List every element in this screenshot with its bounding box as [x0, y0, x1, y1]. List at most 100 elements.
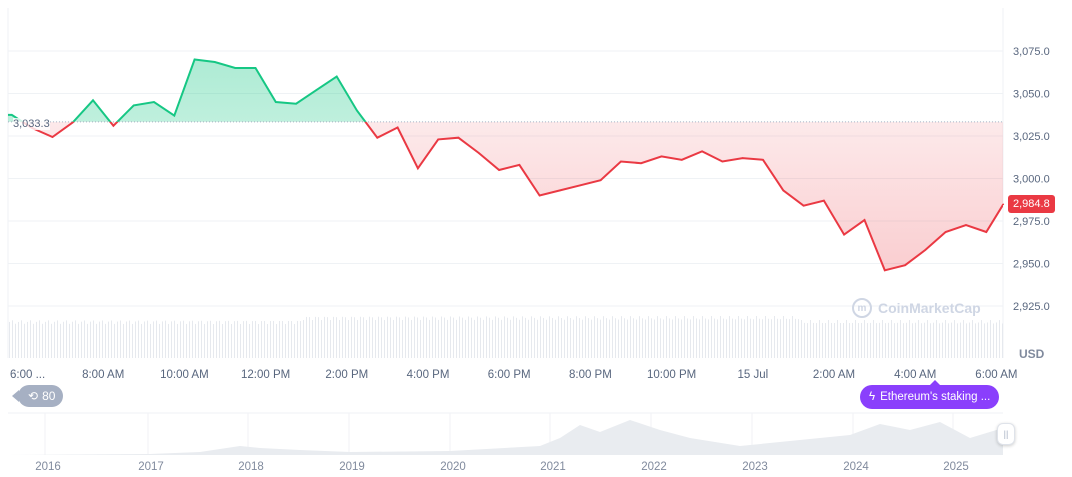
navigator-area[interactable] — [8, 420, 1003, 455]
data-point — [335, 75, 338, 78]
volume-bar — [942, 322, 943, 358]
volume-bar — [870, 322, 871, 358]
volume-bar — [429, 319, 430, 358]
x-tick-label: 4:00 PM — [407, 369, 450, 381]
volume-bar — [708, 319, 709, 358]
volume-bar — [651, 318, 652, 358]
volume-bar — [462, 317, 463, 358]
volume-bar — [81, 321, 82, 358]
volume-bar — [219, 320, 220, 358]
volume-bar — [345, 317, 346, 358]
volume-bar — [702, 316, 703, 358]
history-icon: ⟲ — [28, 389, 39, 403]
volume-bar — [855, 320, 856, 358]
volume-bar — [588, 318, 589, 358]
volume-bar — [294, 323, 295, 358]
news-badge[interactable]: ϟ Ethereum's staking ... — [860, 380, 1000, 409]
volume-bar — [261, 321, 262, 358]
volume-bar — [666, 316, 667, 358]
volume-bar — [996, 322, 997, 358]
volume-bar — [246, 320, 247, 358]
volume-bar — [813, 322, 814, 358]
volume-bar — [492, 319, 493, 358]
volume-bar — [744, 319, 745, 358]
volume-bar — [207, 321, 208, 358]
volume-bar — [30, 320, 31, 358]
volume-bar — [675, 316, 676, 358]
data-point — [295, 102, 297, 105]
volume-bar — [360, 316, 361, 358]
volume-bar — [183, 320, 184, 358]
volume-bar — [570, 318, 571, 358]
volume-bar — [780, 319, 781, 358]
volume-bar — [948, 323, 949, 358]
data-point — [924, 249, 927, 251]
volume-bar — [501, 319, 502, 358]
data-point — [51, 136, 54, 138]
volume-bar — [288, 320, 289, 358]
data-point — [518, 164, 521, 166]
volume-bar — [120, 320, 121, 358]
volume-bar — [51, 323, 52, 358]
volume-bar — [21, 320, 22, 358]
volume-bar — [123, 323, 124, 358]
volume-bar — [213, 323, 214, 358]
volume-bar — [444, 317, 445, 358]
volume-bar — [888, 322, 889, 358]
volume-bar — [525, 317, 526, 358]
volume-bar — [846, 320, 847, 358]
volume-bar — [585, 316, 586, 358]
volume-bar — [177, 323, 178, 358]
volume-bar — [453, 317, 454, 358]
volume-bar — [54, 321, 55, 358]
volume-bar — [405, 316, 406, 358]
area-below-baseline — [8, 121, 1003, 271]
volume-bar — [690, 319, 691, 358]
volume-bar — [789, 319, 790, 358]
volume-bar — [549, 316, 550, 358]
volume-bar — [396, 316, 397, 358]
volume-bar — [333, 316, 334, 358]
volume-bar — [984, 323, 985, 358]
history-badge[interactable]: ⟲ 80 — [11, 385, 64, 407]
data-point — [823, 199, 825, 202]
volume-bar — [762, 319, 763, 358]
volume-bar — [810, 320, 811, 358]
volume-bar — [87, 323, 88, 358]
volume-bar — [963, 320, 964, 358]
volume-bar — [966, 323, 967, 358]
volume-bar — [747, 316, 748, 358]
volume-bar — [891, 320, 892, 358]
volume-bar — [489, 317, 490, 358]
volume-bar — [210, 320, 211, 358]
volume-bar — [468, 316, 469, 358]
navigator-year-label: 2018 — [238, 461, 264, 473]
volume-bar — [594, 316, 595, 358]
volume-bar — [945, 320, 946, 358]
x-tick-label: 10:00 AM — [160, 369, 209, 381]
x-tick-label: 6:00 AM — [975, 369, 1017, 381]
volume-bar — [66, 320, 67, 358]
currency-label: USD — [1019, 347, 1045, 361]
volume-bar — [69, 323, 70, 358]
volume-bar — [417, 317, 418, 358]
volume-bar — [576, 316, 577, 358]
volume-bar — [522, 316, 523, 358]
volume-bar — [726, 319, 727, 358]
volume-bar — [864, 320, 865, 358]
x-tick-label: 4:00 AM — [894, 369, 936, 381]
volume-bar — [612, 316, 613, 358]
data-point — [782, 189, 785, 192]
volume-bar — [201, 320, 202, 358]
volume-bar — [498, 317, 499, 358]
volume-bar — [171, 321, 172, 358]
volume-bar — [27, 321, 28, 358]
x-tick-label: 15 Jul — [737, 369, 768, 381]
data-point — [863, 219, 866, 221]
volume-bar — [909, 320, 910, 358]
navigator-handle[interactable]: || — [997, 423, 1015, 445]
volume-bar — [750, 318, 751, 358]
volume-bar — [534, 317, 535, 358]
volume-bar — [519, 319, 520, 358]
